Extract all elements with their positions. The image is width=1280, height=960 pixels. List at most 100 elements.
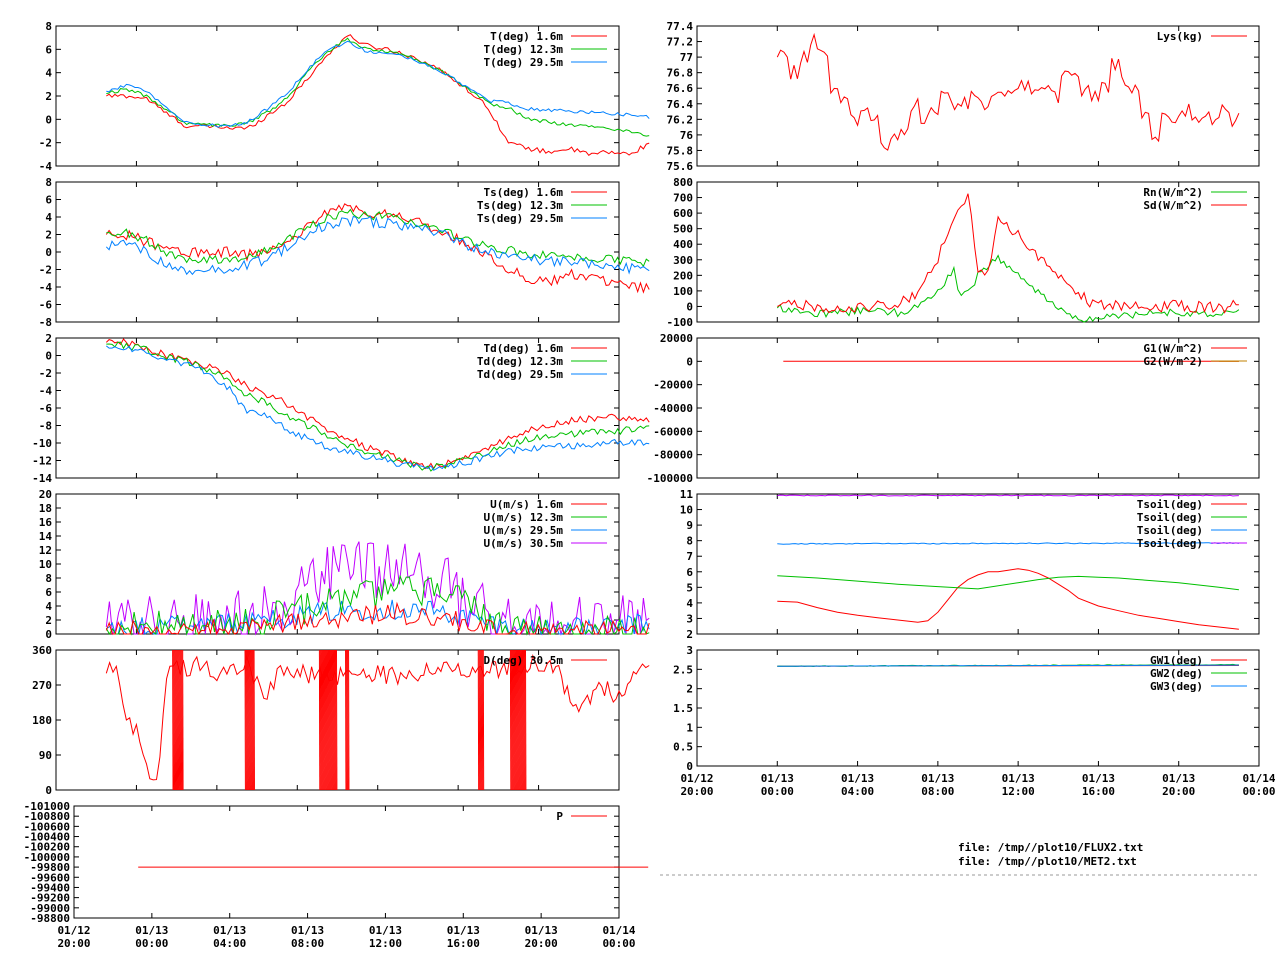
series-line bbox=[105, 338, 650, 470]
legend-label: Sd(W/m^2) bbox=[1143, 199, 1203, 212]
x-tick-label-date: 01/13 bbox=[213, 924, 246, 937]
chart-panel-10: 111098765432Tsoil(deg)Tsoil(deg)Tsoil(de… bbox=[680, 488, 1260, 641]
y-tick-label: -99200 bbox=[30, 892, 70, 905]
series-line bbox=[106, 40, 650, 128]
series-line bbox=[776, 32, 1240, 151]
legend-label: T(deg) 1.6m bbox=[490, 30, 563, 43]
x-tick-label-date: 01/14 bbox=[602, 924, 635, 937]
y-tick-label: 0 bbox=[686, 300, 693, 313]
legend-label: G1(W/m^2) bbox=[1143, 342, 1203, 355]
y-tick-label: -100000 bbox=[24, 851, 70, 864]
y-tick-label: -20000 bbox=[653, 379, 693, 392]
y-tick-label: 6 bbox=[686, 566, 693, 579]
y-tick-label: 270 bbox=[32, 679, 52, 692]
series-line bbox=[105, 574, 650, 636]
x-tick-label-time: 16:00 bbox=[1082, 785, 1115, 798]
y-tick-label: 10 bbox=[680, 504, 693, 517]
y-tick-label: 76.4 bbox=[667, 98, 694, 111]
y-tick-label: 0 bbox=[45, 784, 52, 797]
x-tick-label-time: 20:00 bbox=[525, 937, 558, 950]
legend-label: Rn(W/m^2) bbox=[1143, 186, 1203, 199]
legend-label: Ts(deg) 29.5m bbox=[477, 212, 563, 225]
y-tick-label: -100200 bbox=[24, 841, 70, 854]
y-tick-label: -40000 bbox=[653, 402, 693, 415]
legend-label: Tsoil(deg) bbox=[1137, 511, 1203, 524]
y-tick-label: 3 bbox=[686, 612, 693, 625]
y-tick-label: -100400 bbox=[24, 831, 70, 844]
y-tick-label: 8 bbox=[686, 535, 693, 548]
chart-panel-6: -101000-100800-100600-100400-100200-1000… bbox=[24, 800, 649, 925]
series-line bbox=[777, 664, 1239, 667]
y-tick-label: 12 bbox=[39, 544, 52, 557]
legend-label: Ts(deg) 12.3m bbox=[477, 199, 563, 212]
chart-panel-9: 20000 0 -20000 -40000 -60000 -80000 -100000 G1(… bbox=[647, 332, 1260, 485]
y-tick-label: 400 bbox=[673, 238, 693, 251]
y-tick-label: -4 bbox=[39, 160, 53, 173]
y-tick-label: -10 bbox=[32, 437, 52, 450]
x-tick-label-date: 01/13 bbox=[1082, 772, 1115, 785]
x-tick-label-date: 01/13 bbox=[369, 924, 402, 937]
chart-panel-1: 8 6 4 2 0 -2 -4 T(deg) 1.6mT(deg) 12.3mT(deg) 2… bbox=[39, 20, 650, 173]
y-tick-label: 76.8 bbox=[667, 67, 694, 80]
y-tick-label: -100000 bbox=[647, 472, 693, 485]
legend-label: U(m/s) 1.6m bbox=[490, 498, 563, 511]
chart-panel-5: 360 270 180 90 0 D(deg) 30.5m bbox=[32, 644, 650, 797]
x-tick-label-date: 01/13 bbox=[1002, 772, 1035, 785]
y-tick-label: 0 bbox=[45, 628, 52, 641]
y-tick-label: 4 bbox=[45, 211, 52, 224]
x-tick-label-time: 00:00 bbox=[135, 937, 168, 950]
series-line bbox=[777, 494, 1239, 497]
legend-label: Td(deg) 12.3m bbox=[477, 355, 563, 368]
chart-panel-11: 3 2.5 2 1.5 1 0.5 0 GW1(deg)GW2(deg)GW3(deg) bbox=[673, 644, 1260, 773]
legend-label: Tsoil(deg) bbox=[1137, 498, 1203, 511]
y-tick-label: 0.5 bbox=[673, 741, 693, 754]
series-line bbox=[776, 254, 1240, 323]
plot-frame bbox=[73, 805, 620, 919]
y-tick-label: 360 bbox=[32, 644, 52, 657]
y-tick-label: 20 bbox=[39, 488, 52, 501]
y-tick-label: -100600 bbox=[24, 820, 70, 833]
y-tick-label: -100 bbox=[667, 316, 694, 329]
y-tick-label: 6 bbox=[45, 43, 52, 56]
y-tick-label: 75.8 bbox=[667, 144, 694, 157]
legend-label: U(m/s) 29.5m bbox=[484, 524, 564, 537]
x-tick-label-date: 01/13 bbox=[1162, 772, 1195, 785]
legend-label: P bbox=[556, 810, 563, 823]
x-tick-label-date: 01/13 bbox=[135, 924, 168, 937]
y-tick-label: 9 bbox=[686, 519, 693, 532]
y-tick-label: 8 bbox=[45, 572, 52, 585]
legend-label: G2(W/m^2) bbox=[1143, 355, 1203, 368]
y-tick-label: -2 bbox=[39, 367, 52, 380]
y-tick-label: 500 bbox=[673, 223, 693, 236]
y-tick-label: -60000 bbox=[653, 425, 693, 438]
x-tick-label-time: 16:00 bbox=[447, 937, 480, 950]
y-tick-label: 2 bbox=[45, 332, 52, 345]
y-tick-label: 14 bbox=[39, 530, 53, 543]
plot-frame bbox=[55, 649, 620, 791]
y-tick-label: 2 bbox=[45, 90, 52, 103]
y-tick-label: 2 bbox=[686, 628, 693, 641]
x-tick-label-date: 01/12 bbox=[57, 924, 90, 937]
y-tick-label: 2 bbox=[45, 614, 52, 627]
y-tick-label: 0 bbox=[686, 355, 693, 368]
x-tick-label-time: 20:00 bbox=[680, 785, 713, 798]
file-label-met: file: /tmp//plot10/MET2.txt bbox=[958, 855, 1137, 868]
x-tick-label-time: 08:00 bbox=[921, 785, 954, 798]
y-tick-label: 800 bbox=[673, 176, 693, 189]
y-tick-label: 700 bbox=[673, 192, 693, 205]
legend-label: Ts(deg) 1.6m bbox=[484, 186, 564, 199]
y-tick-label: -99000 bbox=[30, 902, 70, 915]
series-line bbox=[105, 541, 650, 636]
y-tick-label: 5 bbox=[686, 581, 693, 594]
legend-label: Td(deg) 29.5m bbox=[477, 368, 563, 381]
x-tick-label-time: 00:00 bbox=[602, 937, 635, 950]
y-tick-label: 300 bbox=[673, 254, 693, 267]
series-line bbox=[106, 208, 650, 268]
y-tick-label: -12 bbox=[32, 455, 52, 468]
y-tick-label: 4 bbox=[686, 597, 693, 610]
y-tick-label: 4 bbox=[45, 600, 52, 613]
